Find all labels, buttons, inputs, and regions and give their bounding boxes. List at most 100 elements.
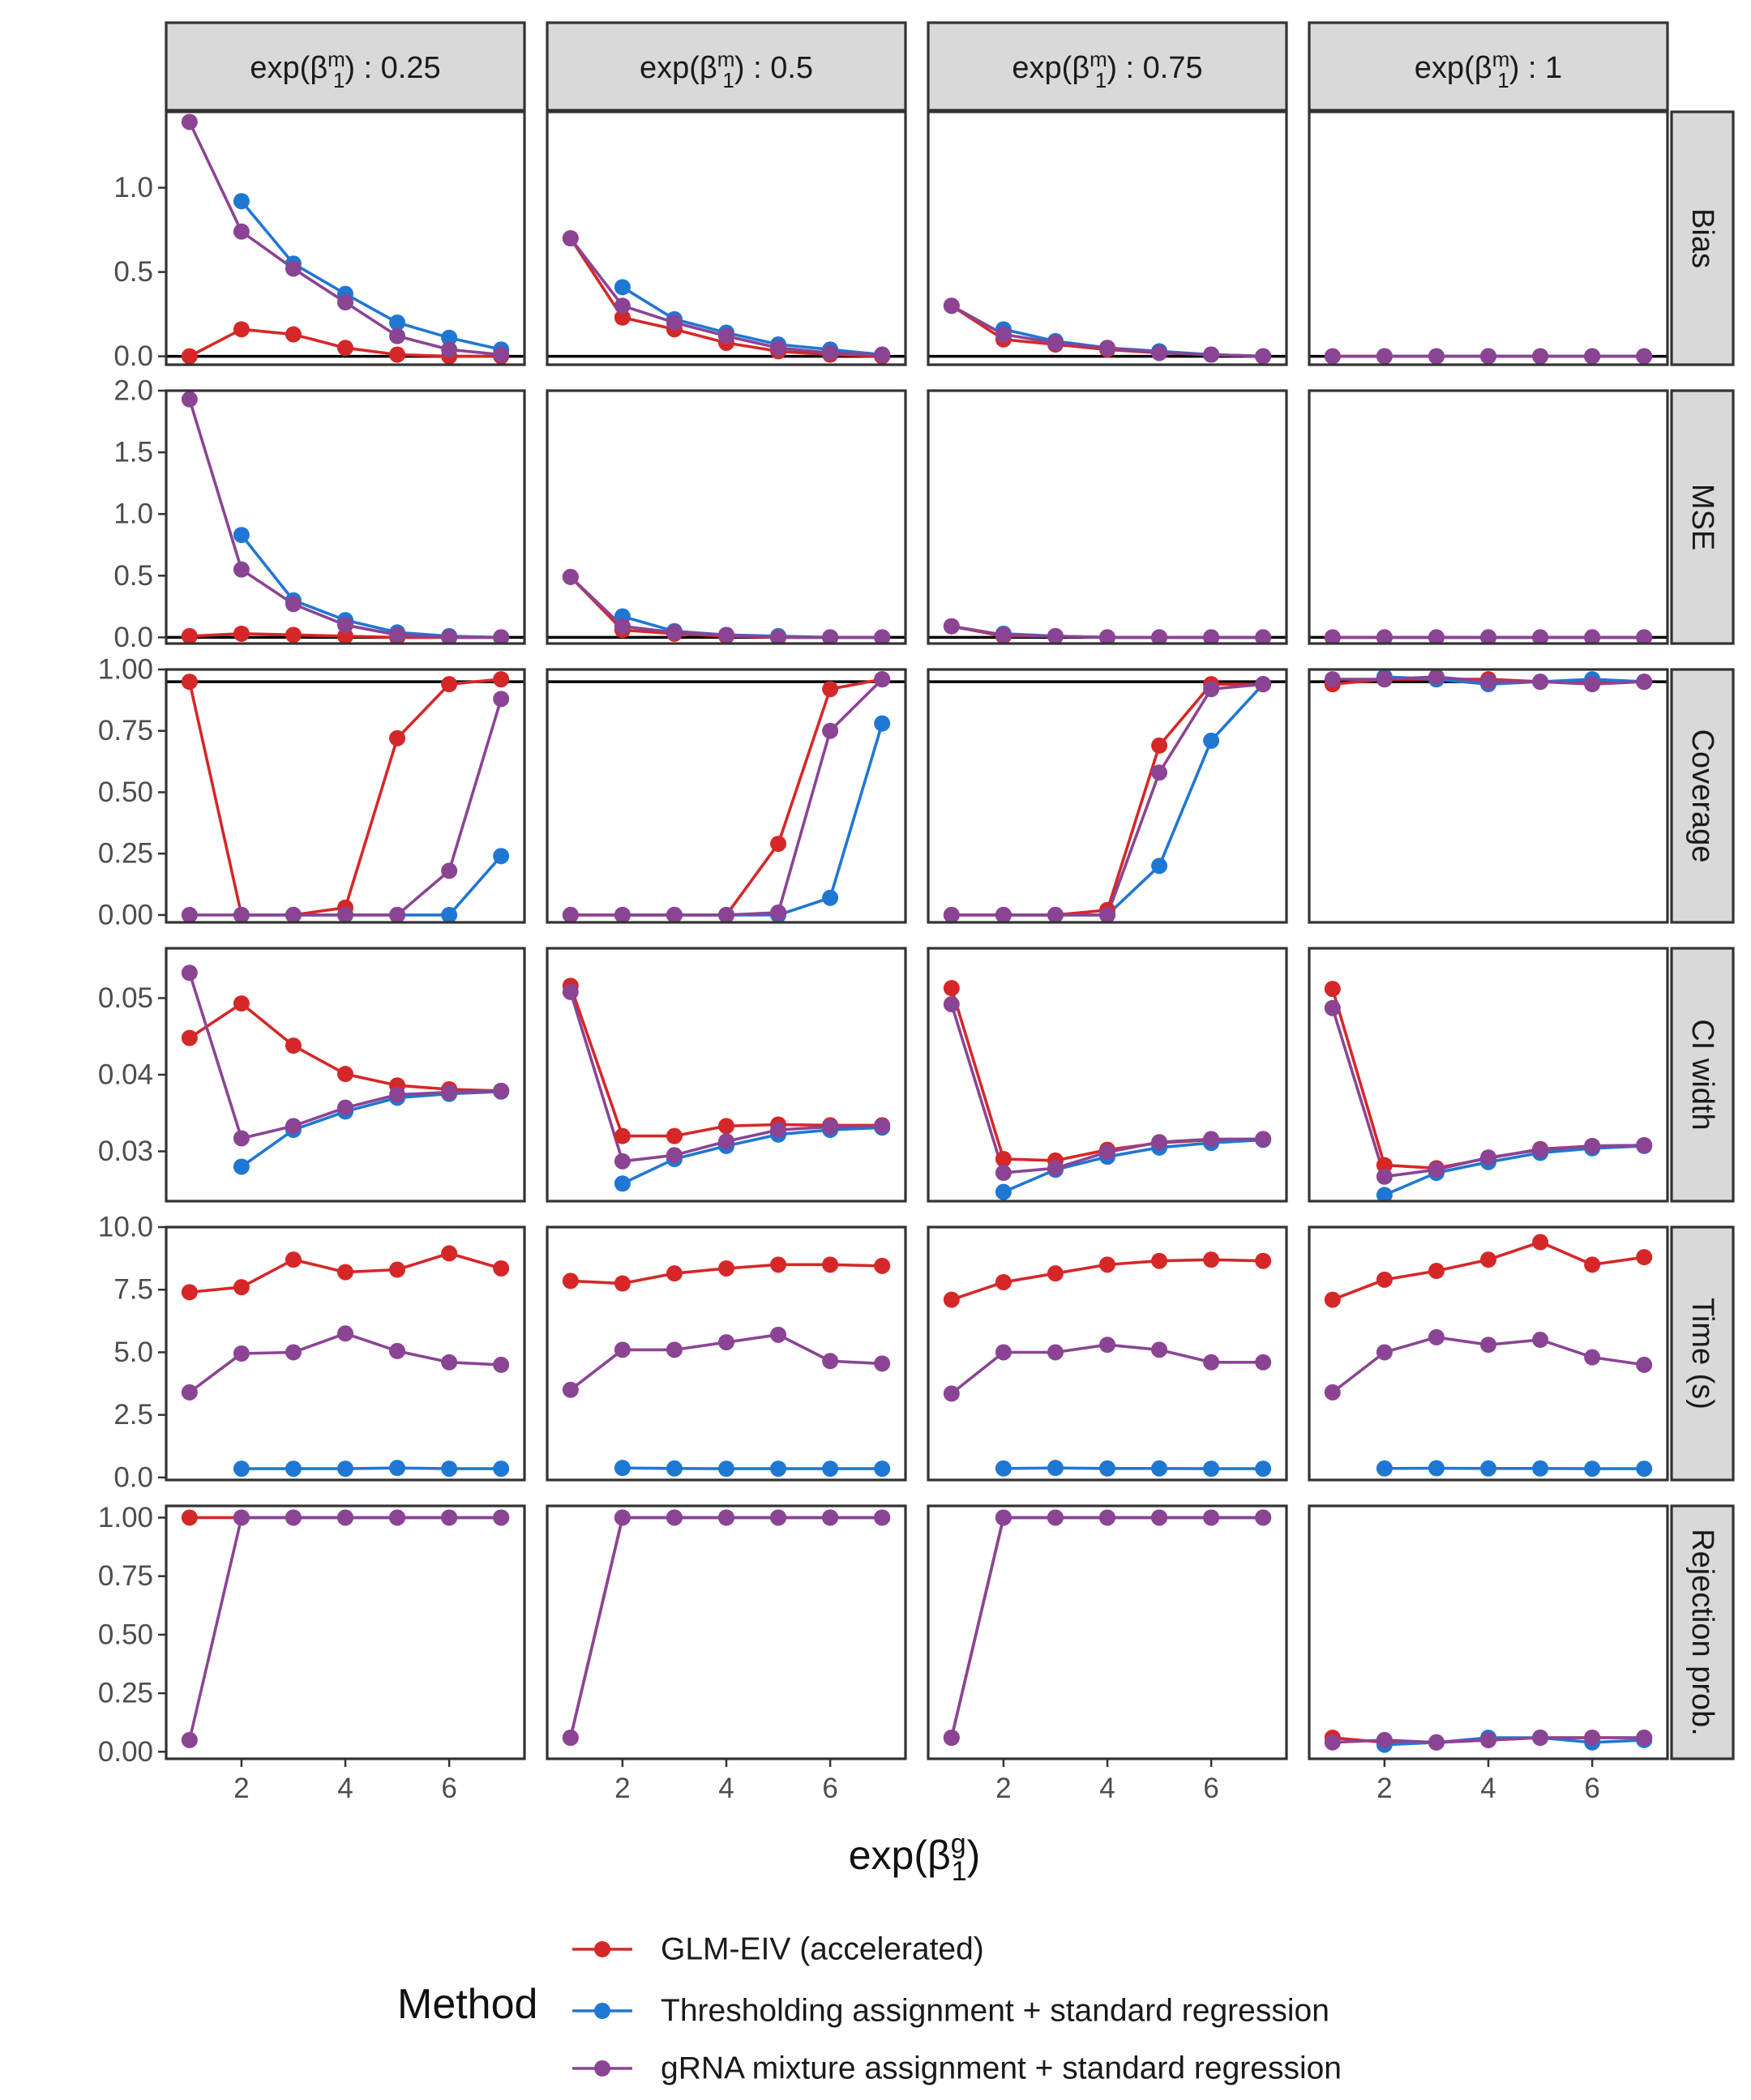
y-axis-mse: 0.0 0.5 1.0 1.5 2.0 bbox=[113, 375, 166, 653]
data-point-glm bbox=[666, 1127, 683, 1144]
data-point-thresh bbox=[874, 715, 891, 732]
y-tick-label: 0.50 bbox=[98, 776, 153, 808]
x-tick-label: 4 bbox=[718, 1773, 734, 1804]
y-tick-label: 0.03 bbox=[98, 1136, 153, 1167]
panel-border bbox=[546, 1225, 907, 1482]
x-tick-label: 4 bbox=[1099, 1773, 1115, 1804]
data-point-mix bbox=[1255, 348, 1272, 365]
data-point-mix bbox=[389, 1509, 406, 1526]
data-point-mix bbox=[1047, 1344, 1064, 1361]
data-point-mix bbox=[1376, 348, 1393, 365]
data-point-mix bbox=[1532, 629, 1549, 644]
data-point-glm bbox=[181, 1029, 198, 1046]
y-tick-label: 0.0 bbox=[113, 1461, 153, 1493]
data-point-glm bbox=[1047, 1265, 1064, 1282]
data-point-mix bbox=[1636, 1730, 1653, 1746]
panel-background bbox=[1309, 669, 1668, 922]
row-strip-bg bbox=[1670, 389, 1735, 645]
panel-ciwidth-c05 bbox=[546, 947, 907, 1203]
data-point-mix bbox=[1480, 674, 1496, 691]
data-point-mix bbox=[1324, 1734, 1341, 1751]
data-point-glm bbox=[1203, 1251, 1220, 1268]
data-point-mix bbox=[1480, 1337, 1496, 1354]
data-point-mix bbox=[1584, 1137, 1601, 1154]
panel-background bbox=[166, 112, 524, 365]
data-point-glm bbox=[1324, 1291, 1341, 1308]
data-point-glm bbox=[181, 674, 198, 691]
panel-background bbox=[1309, 112, 1668, 365]
y-tick-label: 5.0 bbox=[113, 1337, 153, 1368]
data-point-glm bbox=[1376, 1157, 1393, 1174]
x-tick-label: 6 bbox=[1584, 1773, 1599, 1804]
data-point-mix bbox=[1151, 1341, 1168, 1358]
data-point-mix bbox=[1203, 1131, 1220, 1148]
series-line-thresh bbox=[621, 285, 883, 357]
data-point-thresh bbox=[822, 1461, 839, 1478]
data-point-mix bbox=[389, 627, 406, 644]
data-point-mix bbox=[718, 1509, 734, 1526]
data-point-thresh bbox=[1203, 732, 1220, 749]
row-strip-label: Rejection prob. bbox=[1685, 1529, 1719, 1736]
data-point-mix bbox=[233, 906, 250, 922]
data-point-glm bbox=[285, 627, 302, 644]
panel-border bbox=[165, 1225, 526, 1482]
panel-plot-area bbox=[1309, 348, 1668, 365]
data-point-thresh bbox=[233, 1158, 250, 1175]
panel-plot-area bbox=[562, 1509, 891, 1746]
data-point-mix bbox=[233, 1130, 250, 1147]
data-point-mix bbox=[337, 294, 353, 311]
data-point-glm bbox=[1255, 1252, 1272, 1269]
panel-reject-c025: 2 4 6 bbox=[165, 1504, 526, 1804]
data-point-glm bbox=[389, 346, 406, 363]
panel-plot-area bbox=[1324, 981, 1653, 1201]
y-tick-label: 0.05 bbox=[98, 982, 153, 1014]
data-point-thresh bbox=[822, 889, 839, 906]
x-tick-label: 2 bbox=[614, 1773, 630, 1804]
data-point-mix bbox=[1255, 1131, 1272, 1148]
row-strip-label: Time (s) bbox=[1685, 1298, 1719, 1409]
panel-bias-c1 bbox=[1308, 110, 1669, 366]
data-point-mix bbox=[1636, 348, 1653, 365]
data-point-mix bbox=[1099, 340, 1115, 357]
column-strip-c075: exp(βm 1) : 0.75 bbox=[927, 21, 1288, 112]
data-point-mix bbox=[1203, 681, 1220, 698]
data-point-glm bbox=[614, 1275, 631, 1292]
panel-border bbox=[1308, 110, 1669, 366]
data-point-mix bbox=[285, 1509, 302, 1526]
panel-border bbox=[546, 668, 907, 924]
panel-ciwidth-c1 bbox=[1308, 947, 1669, 1203]
panel-plot-area bbox=[547, 671, 905, 922]
panel-background bbox=[1309, 1506, 1668, 1759]
row-strip-label: Coverage bbox=[1685, 729, 1719, 863]
data-point-mix bbox=[181, 964, 198, 982]
data-point-mix bbox=[995, 627, 1012, 644]
x-tick-label: 4 bbox=[1480, 1773, 1496, 1804]
data-point-mix bbox=[441, 1084, 458, 1101]
data-point-glm bbox=[233, 321, 250, 338]
data-point-mix bbox=[718, 906, 734, 922]
data-point-mix bbox=[1047, 1509, 1064, 1526]
data-point-mix bbox=[943, 297, 960, 314]
x-tick-label: 2 bbox=[995, 1773, 1011, 1804]
data-point-mix bbox=[943, 1385, 960, 1402]
panel-coverage-c05 bbox=[546, 668, 907, 924]
data-point-mix bbox=[181, 906, 198, 922]
y-tick-label: 0.75 bbox=[98, 715, 153, 746]
data-point-mix bbox=[1324, 629, 1341, 644]
data-point-thresh bbox=[1376, 1187, 1393, 1201]
data-point-thresh bbox=[1428, 1460, 1445, 1477]
data-point-mix bbox=[874, 629, 891, 644]
data-point-thresh bbox=[995, 1183, 1012, 1200]
data-point-mix bbox=[1324, 999, 1341, 1016]
data-point-mix bbox=[666, 906, 683, 922]
column-strip-label: exp(βm 1) : 1 bbox=[1415, 47, 1562, 92]
legend-item-mix: gRNA mixture assignment + standard regre… bbox=[572, 2051, 1342, 2086]
series-line-thresh bbox=[241, 1466, 502, 1470]
data-point-mix bbox=[770, 1509, 787, 1526]
data-point-thresh bbox=[614, 1175, 631, 1192]
data-point-mix bbox=[493, 691, 510, 708]
data-point-glm bbox=[770, 1256, 787, 1273]
row-strip-ciwidth: CI width bbox=[1670, 947, 1735, 1203]
legend-title: Method bbox=[397, 1981, 537, 2028]
panel-border bbox=[1308, 389, 1669, 645]
